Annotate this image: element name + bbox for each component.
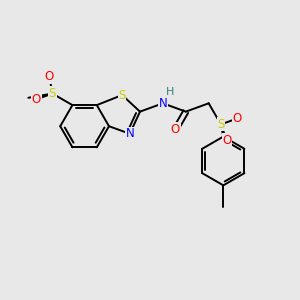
Text: N: N: [125, 127, 134, 140]
Text: S: S: [49, 87, 56, 100]
Text: O: O: [32, 93, 41, 106]
Text: S: S: [217, 118, 225, 131]
Text: H: H: [166, 87, 175, 97]
Text: O: O: [171, 123, 180, 136]
Text: S: S: [118, 88, 126, 102]
Text: O: O: [222, 134, 231, 147]
Text: N: N: [158, 97, 167, 110]
Text: O: O: [45, 70, 54, 83]
Text: O: O: [232, 112, 242, 125]
